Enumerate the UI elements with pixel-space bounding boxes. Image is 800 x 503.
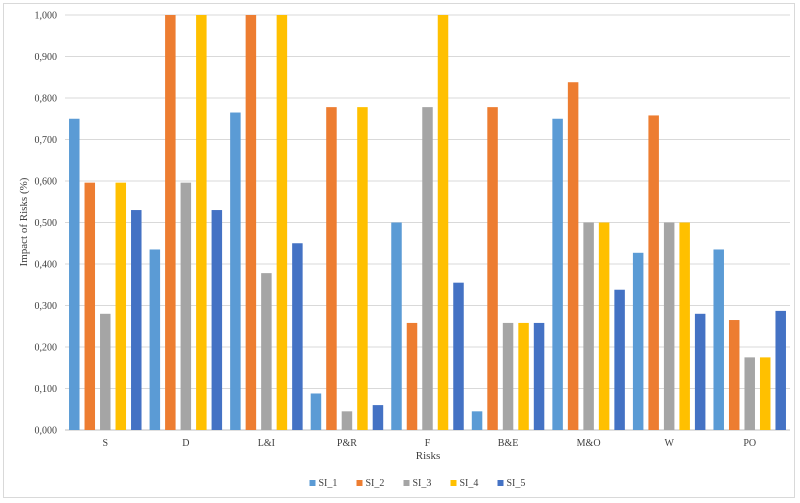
y-axis-ticks: 0,000 0,100 0,200 0,300 0,400 0,500 0,600 0,700…: [35, 11, 58, 437]
y-tick-label: 0,500: [35, 218, 58, 229]
bars: [69, 15, 786, 431]
x-tick-label: B&E: [498, 438, 519, 449]
bar-si-3-2: [261, 273, 272, 430]
legend-swatch: [356, 480, 363, 486]
bar-si-1-0: [69, 118, 80, 430]
bar-si-4-1: [196, 15, 207, 430]
bar-si-3-0: [100, 313, 111, 430]
bar-si-5-5: [533, 322, 545, 430]
y-tick-label: 0,100: [35, 384, 58, 395]
bar-si-5-8: [775, 310, 786, 430]
bar-si-5-7: [694, 313, 706, 430]
x-tick-label: S: [102, 438, 108, 449]
x-axis-title: Risks: [416, 450, 440, 462]
bar-si-1-4: [391, 222, 402, 430]
bar-si-3-8: [744, 357, 755, 430]
legend-label: SI_1: [319, 478, 338, 489]
bar-si-1-6: [552, 118, 563, 430]
y-tick-label: 1,000: [35, 11, 58, 22]
bar-si-4-6: [598, 222, 610, 430]
y-tick-label: 0,700: [35, 135, 58, 146]
bar-si-1-8: [713, 249, 724, 430]
bar-si-2-7: [648, 115, 659, 431]
bar-si-2-2: [245, 15, 257, 430]
bar-si-5-3: [372, 405, 384, 430]
legend-label: SI_2: [366, 478, 385, 489]
x-tick-label: F: [425, 438, 431, 449]
bar-si-1-1: [149, 249, 161, 430]
bar-si-3-7: [663, 222, 675, 430]
bar-si-5-2: [292, 243, 303, 430]
bar-si-2-0: [84, 182, 96, 430]
y-tick-label: 0,900: [35, 52, 58, 63]
y-tick-label: 0,800: [35, 94, 58, 105]
x-tick-label: P&R: [337, 438, 357, 449]
y-tick-label: 0,600: [35, 177, 58, 188]
bar-si-3-4: [422, 107, 433, 430]
y-tick-label: 0,000: [35, 426, 58, 437]
legend-label: SI_3: [413, 478, 432, 489]
x-axis-ticks: S D L&I P&R F B&E M&O W PO: [102, 438, 756, 449]
y-tick-label: 0,300: [35, 301, 58, 312]
bar-si-4-3: [357, 107, 368, 430]
y-axis-title: Impact of Risks (%): [18, 177, 30, 266]
bar-si-2-3: [326, 107, 337, 430]
bar-si-4-7: [679, 222, 690, 430]
y-tick-label: 0,200: [35, 343, 58, 354]
bar-si-4-2: [276, 15, 288, 430]
bar-si-5-0: [131, 210, 142, 430]
bar-si-3-3: [341, 411, 353, 430]
bar-si-4-5: [518, 322, 529, 430]
bar-si-4-0: [115, 182, 127, 430]
legend-swatch: [497, 480, 504, 486]
bar-si-4-4: [437, 15, 449, 430]
bar-si-1-3: [310, 393, 322, 430]
bar-si-5-1: [211, 210, 223, 430]
legend-label: SI_4: [460, 478, 479, 489]
bar-si-5-4: [453, 282, 464, 430]
bar-si-5-6: [614, 289, 625, 430]
bar-si-2-5: [487, 107, 498, 430]
bar-si-2-8: [728, 320, 740, 430]
legend-swatch: [403, 480, 410, 486]
legend-swatch: [450, 480, 457, 486]
bar-si-1-7: [632, 252, 644, 430]
legend-label: SI_5: [507, 478, 526, 489]
bar-si-2-4: [406, 322, 418, 430]
legend: SI_1 SI_2 SI_3 SI_4 SI_5: [309, 478, 526, 489]
bar-si-3-1: [180, 182, 192, 430]
bar-si-4-8: [759, 357, 771, 430]
x-tick-label: D: [182, 438, 189, 449]
legend-swatch: [309, 480, 316, 486]
x-tick-label: M&O: [577, 438, 601, 449]
x-tick-label: L&I: [258, 438, 275, 449]
x-tick-label: W: [664, 438, 674, 449]
bar-si-2-6: [567, 82, 579, 430]
bar-si-2-1: [165, 15, 176, 430]
x-tick-label: PO: [743, 438, 756, 449]
bar-si-1-2: [230, 112, 241, 431]
bar-si-3-5: [502, 322, 514, 430]
y-tick-label: 0,400: [35, 260, 58, 271]
bar-si-3-6: [583, 222, 594, 430]
bar-si-1-5: [471, 411, 483, 430]
